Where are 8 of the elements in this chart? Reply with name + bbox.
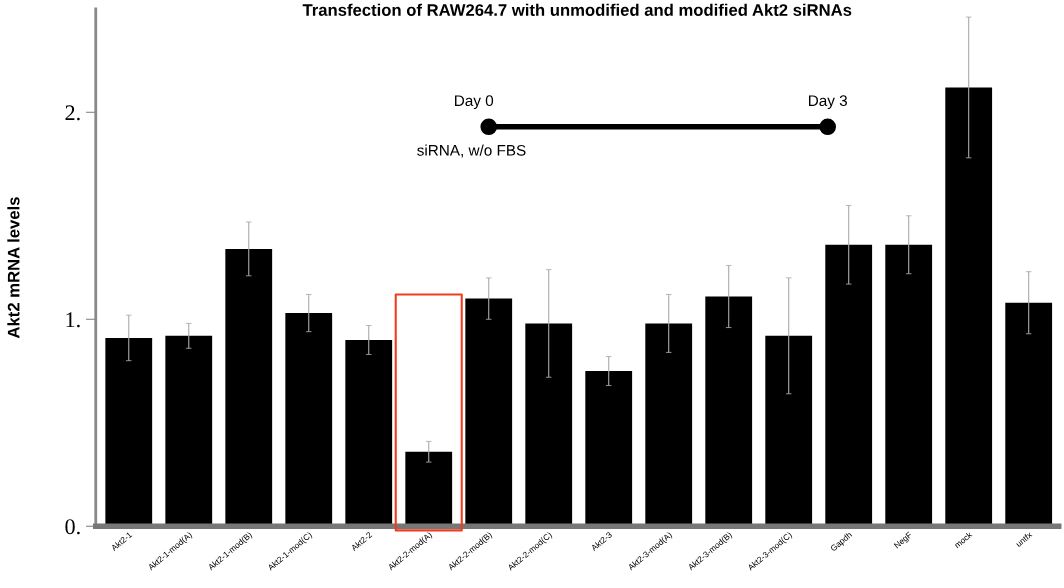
y-tick-label: 0. <box>65 519 80 535</box>
y-tick-label: 1. <box>66 312 80 328</box>
y-tick-label: 2. <box>65 105 80 121</box>
annotation: siRNA, w/o FBS <box>417 144 526 158</box>
y-axis-title: Akt2 mRNA levels <box>7 197 20 339</box>
annotation: Day 0 <box>455 95 494 110</box>
annotation: Day 3 <box>809 95 847 110</box>
chart-title: Transfection of RAW264.7 with unmodified and modified Akt2 siRNAs <box>302 3 852 16</box>
